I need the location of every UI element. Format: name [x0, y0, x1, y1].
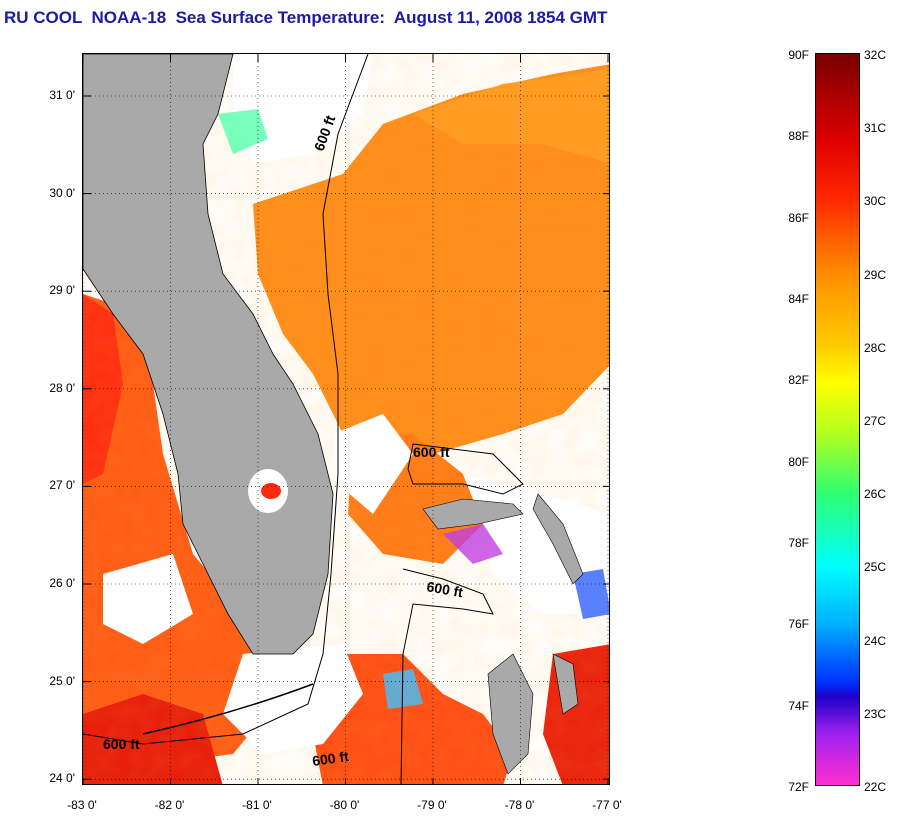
- lon-tick-label: -79 0': [417, 798, 447, 812]
- axis-ticks: [83, 54, 609, 784]
- temperature-colorbar: [815, 53, 860, 786]
- lat-tick-label: 29 0': [49, 283, 75, 298]
- contour-600ft-florida: [83, 54, 369, 745]
- graticule: [83, 54, 609, 784]
- contour-600ft-bahamas: [407, 443, 524, 495]
- lake-okeechobee-warm: [261, 483, 281, 499]
- lat-tick-label: 25 0': [49, 673, 75, 688]
- lon-tick-label: -77 0': [592, 798, 622, 812]
- celsius-label: 24C: [864, 633, 887, 648]
- cloud-gap-north: [233, 54, 373, 164]
- lat-tick-label: 31 0': [49, 88, 75, 102]
- abaco-land: [532, 493, 584, 585]
- fahrenheit-label: 86F: [788, 210, 809, 225]
- contour-label-2: 600 ft: [413, 444, 450, 460]
- florida-keys: [142, 683, 314, 735]
- fahrenheit-label: 84F: [788, 292, 809, 306]
- lon-tick-label: -82 0': [154, 798, 185, 812]
- page-title: RU COOL NOAA-18 Sea Surface Temperature:…: [4, 8, 608, 27]
- celsius-label: 22C: [864, 780, 887, 794]
- lon-tick-label: -80 0': [329, 798, 360, 812]
- lat-tick-label: 30 0': [49, 185, 75, 200]
- celsius-label: 31C: [864, 121, 887, 136]
- celsius-label: 28C: [864, 340, 887, 355]
- fahrenheit-label: 80F: [788, 454, 809, 469]
- celsius-label: 30C: [864, 194, 887, 209]
- lat-tick-label: 27 0': [49, 478, 75, 493]
- contour-label-5: 600 ft: [311, 748, 350, 769]
- contour-600ft-tongue: [400, 568, 494, 784]
- celsius-label: 27C: [864, 414, 887, 428]
- fahrenheit-label: 90F: [788, 48, 809, 62]
- fahrenheit-label: 78F: [788, 536, 809, 550]
- grand-bahama-land: [422, 498, 524, 530]
- lon-tick-label: -81 0': [242, 798, 272, 812]
- cloud-gap-west-gulf: [103, 554, 193, 644]
- lat-tick-label: 26 0': [49, 576, 75, 590]
- cloud-gap-central: [333, 414, 413, 514]
- lat-tick-label: 24 0': [49, 771, 75, 786]
- celsius-label: 32C: [864, 48, 887, 62]
- fahrenheit-label: 82F: [788, 373, 809, 388]
- fahrenheit-label: 76F: [788, 617, 809, 632]
- celsius-label: 23C: [864, 706, 887, 721]
- lon-tick-label: -78 0': [504, 798, 535, 812]
- celsius-label: 26C: [864, 487, 887, 502]
- lat-tick-label: 28 0': [49, 380, 75, 395]
- fahrenheit-label: 72F: [788, 780, 809, 794]
- cool-water-patch-bahamas: [443, 524, 503, 564]
- map-canvas: 600 ft 600 ft 600 ft 600 ft 600 ft: [83, 54, 609, 784]
- cool-water-patch-south: [383, 669, 423, 709]
- sst-map[interactable]: 600 ft 600 ft 600 ft 600 ft 600 ft: [82, 53, 610, 785]
- lon-tick-label: -83 0': [67, 798, 97, 812]
- exuma-land: [552, 653, 579, 715]
- contour-label-4: 600 ft: [103, 736, 140, 752]
- andros-land: [487, 653, 534, 775]
- cool-water-patch-east: [573, 569, 609, 619]
- celsius-label: 25C: [864, 560, 887, 575]
- fahrenheit-label: 74F: [788, 698, 809, 713]
- celsius-label: 29C: [864, 267, 887, 282]
- fahrenheit-label: 88F: [788, 129, 809, 144]
- cool-water-patch-north: [218, 109, 268, 154]
